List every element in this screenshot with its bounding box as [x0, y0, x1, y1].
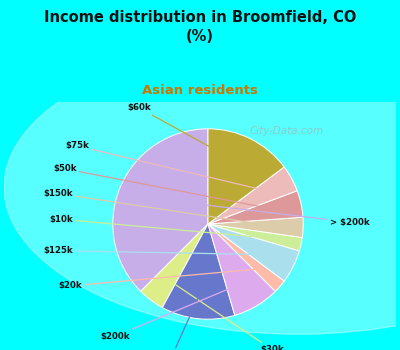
Text: $125k: $125k: [43, 246, 266, 255]
Text: $50k: $50k: [53, 164, 272, 209]
Wedge shape: [208, 167, 297, 224]
Wedge shape: [208, 217, 303, 238]
Wedge shape: [141, 224, 208, 308]
Text: $20k: $20k: [58, 269, 257, 290]
Wedge shape: [208, 224, 275, 315]
Text: Asian residents: Asian residents: [142, 84, 258, 97]
Text: > $200k: > $200k: [148, 198, 370, 226]
Wedge shape: [208, 224, 299, 281]
Wedge shape: [208, 191, 303, 224]
Wedge shape: [208, 224, 284, 291]
Wedge shape: [208, 224, 302, 251]
Text: Income distribution in Broomfield, CO
(%): Income distribution in Broomfield, CO (%…: [44, 10, 356, 44]
Text: $10k: $10k: [49, 215, 272, 238]
Text: $60k: $60k: [127, 103, 236, 161]
Ellipse shape: [4, 40, 400, 334]
Text: $100k: $100k: [158, 295, 200, 350]
Text: City-Data.com: City-Data.com: [249, 126, 323, 136]
Text: $150k: $150k: [43, 189, 274, 226]
Text: $75k: $75k: [65, 141, 266, 190]
Wedge shape: [162, 224, 235, 319]
Wedge shape: [208, 129, 284, 224]
Text: $200k: $200k: [100, 284, 240, 341]
Text: $30k: $30k: [169, 280, 284, 350]
Wedge shape: [113, 129, 208, 291]
